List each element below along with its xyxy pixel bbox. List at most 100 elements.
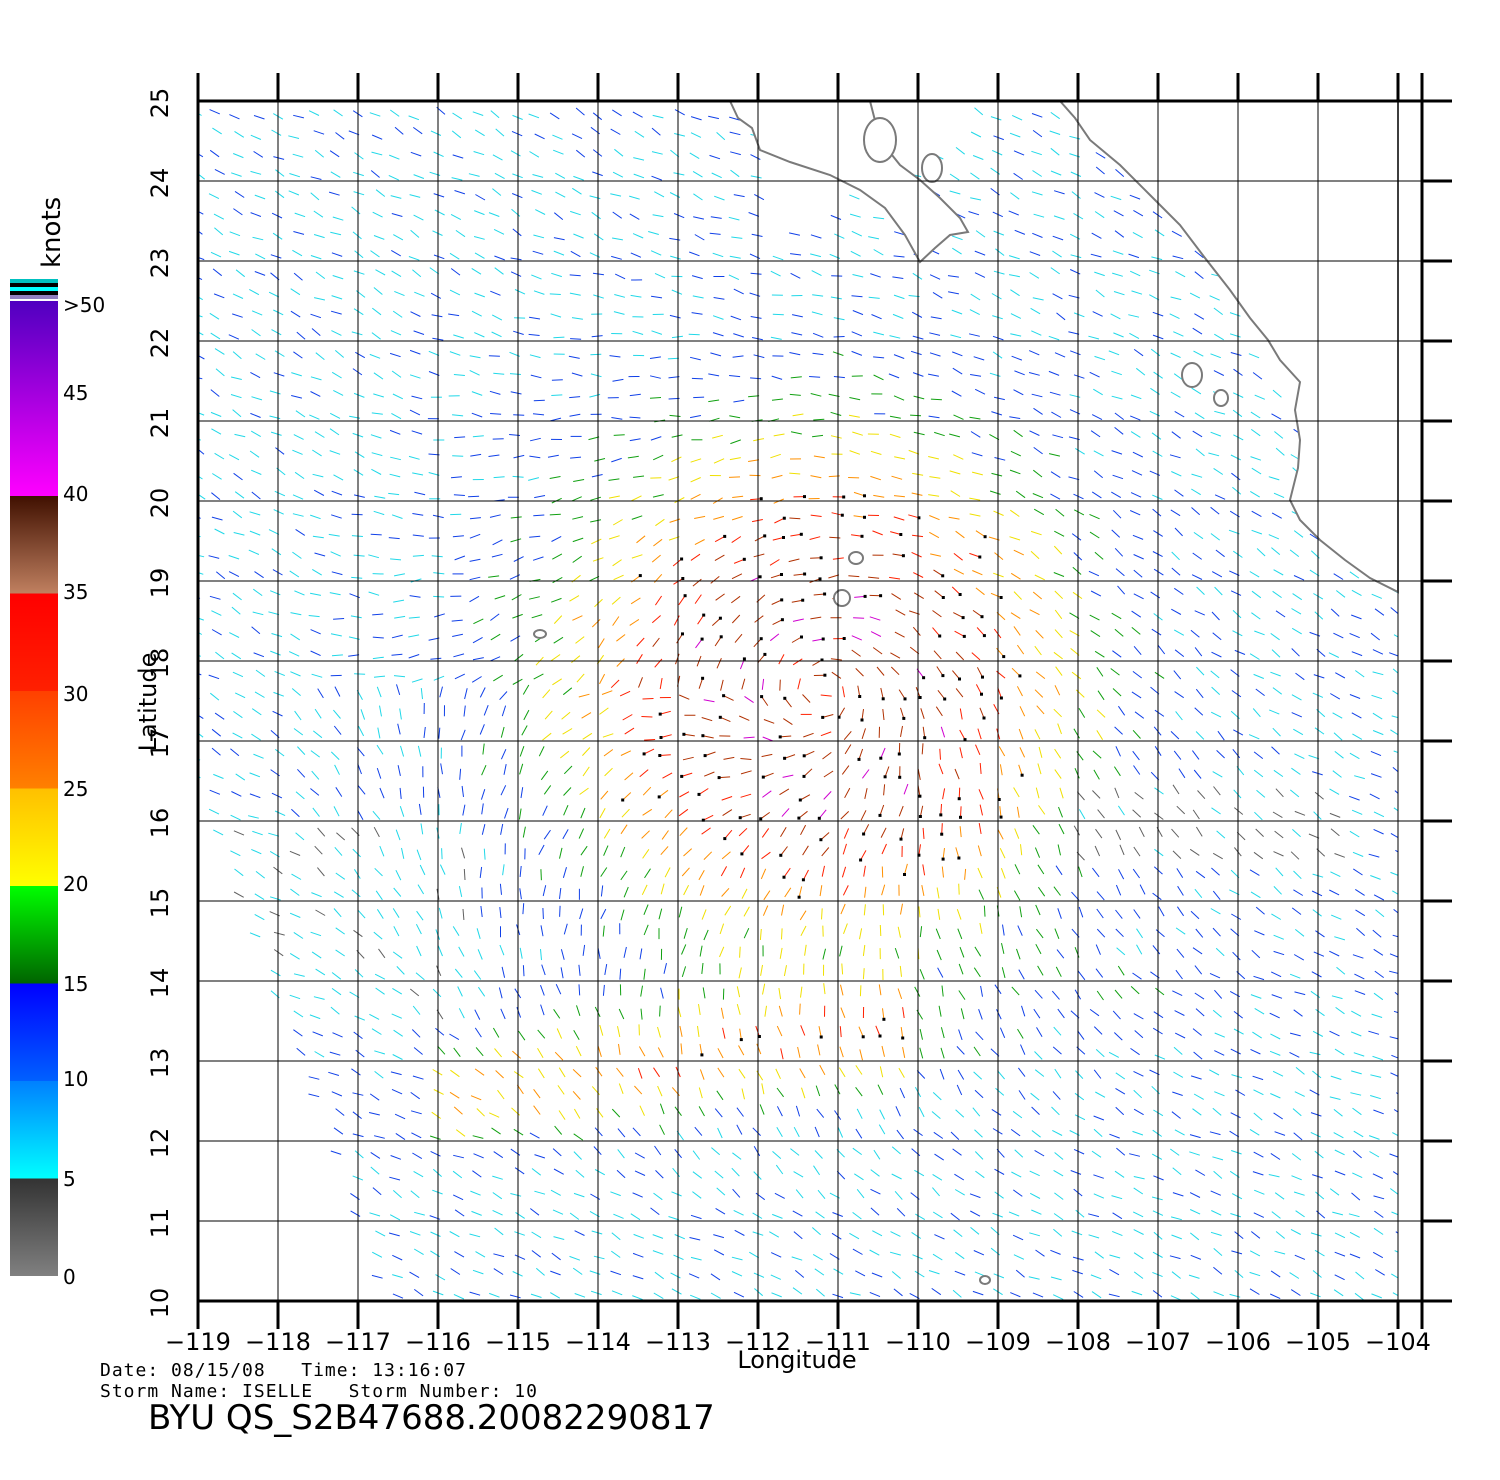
wind-vector bbox=[1372, 1173, 1384, 1179]
wind-vector bbox=[492, 539, 503, 546]
wind-vector bbox=[1355, 1271, 1365, 1280]
wind-vector bbox=[1289, 973, 1301, 979]
wind-vector bbox=[328, 533, 340, 537]
wind-vector bbox=[619, 968, 622, 980]
wind-vector bbox=[295, 528, 306, 536]
wind-vector bbox=[531, 614, 543, 619]
wind-vector bbox=[793, 573, 805, 576]
wind-vector bbox=[714, 636, 722, 647]
wind-vector bbox=[1209, 972, 1221, 979]
wind-vector bbox=[235, 269, 246, 278]
wind-vector bbox=[781, 904, 785, 916]
wind-vector bbox=[708, 373, 720, 377]
wind-vector bbox=[275, 447, 285, 455]
wind-vector bbox=[572, 1090, 581, 1100]
wind-vector bbox=[1254, 811, 1263, 821]
longitude-tick-label: −117 bbox=[325, 1328, 391, 1356]
wind-vector bbox=[531, 1168, 542, 1176]
wind-vector bbox=[891, 593, 902, 600]
wind-vector bbox=[1269, 1050, 1281, 1056]
wind-vector bbox=[812, 1253, 823, 1261]
wind-vector bbox=[490, 290, 501, 296]
wind-vector bbox=[389, 473, 401, 478]
wind-vector bbox=[1069, 269, 1081, 275]
wind-vector bbox=[1193, 1051, 1203, 1060]
wind-vector bbox=[1351, 712, 1362, 719]
wind-vector bbox=[434, 209, 445, 216]
wind-vector bbox=[1394, 991, 1398, 996]
wind-vector bbox=[1049, 130, 1061, 135]
wind-vector bbox=[513, 556, 524, 562]
wind-vector bbox=[893, 395, 905, 401]
wind-vector bbox=[590, 353, 602, 356]
wind-vector bbox=[1393, 750, 1398, 754]
wind-vector bbox=[911, 551, 922, 558]
wind-vector bbox=[731, 573, 743, 580]
wind-vector bbox=[1096, 990, 1104, 1001]
wind-vector bbox=[393, 599, 405, 603]
wind-vector bbox=[1033, 508, 1045, 516]
wind-vector bbox=[740, 758, 752, 760]
wind-vector bbox=[390, 330, 402, 336]
wind-vector bbox=[491, 553, 503, 558]
wind-vector bbox=[1212, 1107, 1222, 1116]
wind-vector bbox=[794, 1270, 805, 1278]
wind-vector bbox=[330, 231, 342, 236]
wind-vector bbox=[708, 399, 720, 403]
wind-vector bbox=[1314, 727, 1325, 735]
wind-vector bbox=[374, 495, 386, 499]
wind-vector bbox=[370, 1151, 381, 1159]
wind-vector bbox=[762, 905, 769, 916]
wind-vector bbox=[1310, 990, 1321, 999]
wind-vector bbox=[390, 1155, 402, 1160]
wind-vector bbox=[470, 1095, 482, 1101]
wind-vector bbox=[1133, 1176, 1145, 1180]
wind-vector bbox=[1293, 954, 1305, 961]
wind-vector bbox=[1132, 729, 1141, 739]
wind-vector bbox=[640, 985, 643, 997]
wind-vector bbox=[1336, 966, 1346, 975]
wind-vector bbox=[852, 310, 864, 316]
wind-vector bbox=[410, 1091, 420, 1100]
wind-vector bbox=[291, 372, 302, 377]
wind-vector bbox=[1193, 531, 1204, 540]
wind-vector bbox=[1068, 476, 1080, 481]
wind-vector bbox=[452, 633, 464, 637]
wind-vector bbox=[394, 290, 405, 297]
wind-vector bbox=[1089, 614, 1100, 621]
wind-vector bbox=[375, 987, 385, 995]
wind-vector bbox=[409, 349, 421, 355]
wind-vector bbox=[210, 332, 221, 340]
wind-vector bbox=[1191, 574, 1203, 580]
wind-vector bbox=[788, 558, 800, 563]
wind-vector bbox=[215, 651, 225, 660]
wind-vector bbox=[931, 1287, 942, 1296]
wind-vector bbox=[817, 1189, 826, 1200]
wind-vector bbox=[329, 592, 341, 596]
wind-vector bbox=[313, 996, 325, 1000]
wind-vector bbox=[333, 908, 342, 918]
wind-vector bbox=[491, 331, 502, 338]
wind-vector bbox=[561, 711, 571, 720]
wind-vector bbox=[1173, 629, 1185, 636]
wind-vector bbox=[1294, 753, 1305, 760]
wind-vector bbox=[395, 869, 402, 881]
wind-vector bbox=[295, 791, 305, 800]
wind-vector bbox=[492, 1192, 503, 1200]
wind-vector bbox=[870, 273, 881, 278]
wind-vector bbox=[630, 1213, 641, 1221]
rain-flag-marker bbox=[858, 695, 862, 698]
wind-vector bbox=[598, 638, 605, 649]
wind-vector bbox=[1050, 170, 1062, 176]
rain-flag-marker bbox=[680, 557, 684, 561]
wind-vector bbox=[1094, 192, 1105, 198]
wind-vector bbox=[1311, 890, 1323, 897]
wind-vector bbox=[660, 710, 671, 715]
wind-vector bbox=[842, 885, 849, 896]
wind-vector bbox=[929, 515, 940, 521]
wind-vector bbox=[1373, 828, 1384, 835]
wind-vector bbox=[1232, 630, 1243, 637]
wind-vector bbox=[1091, 1150, 1102, 1158]
wind-vector bbox=[269, 415, 281, 420]
wind-vector bbox=[553, 237, 565, 241]
